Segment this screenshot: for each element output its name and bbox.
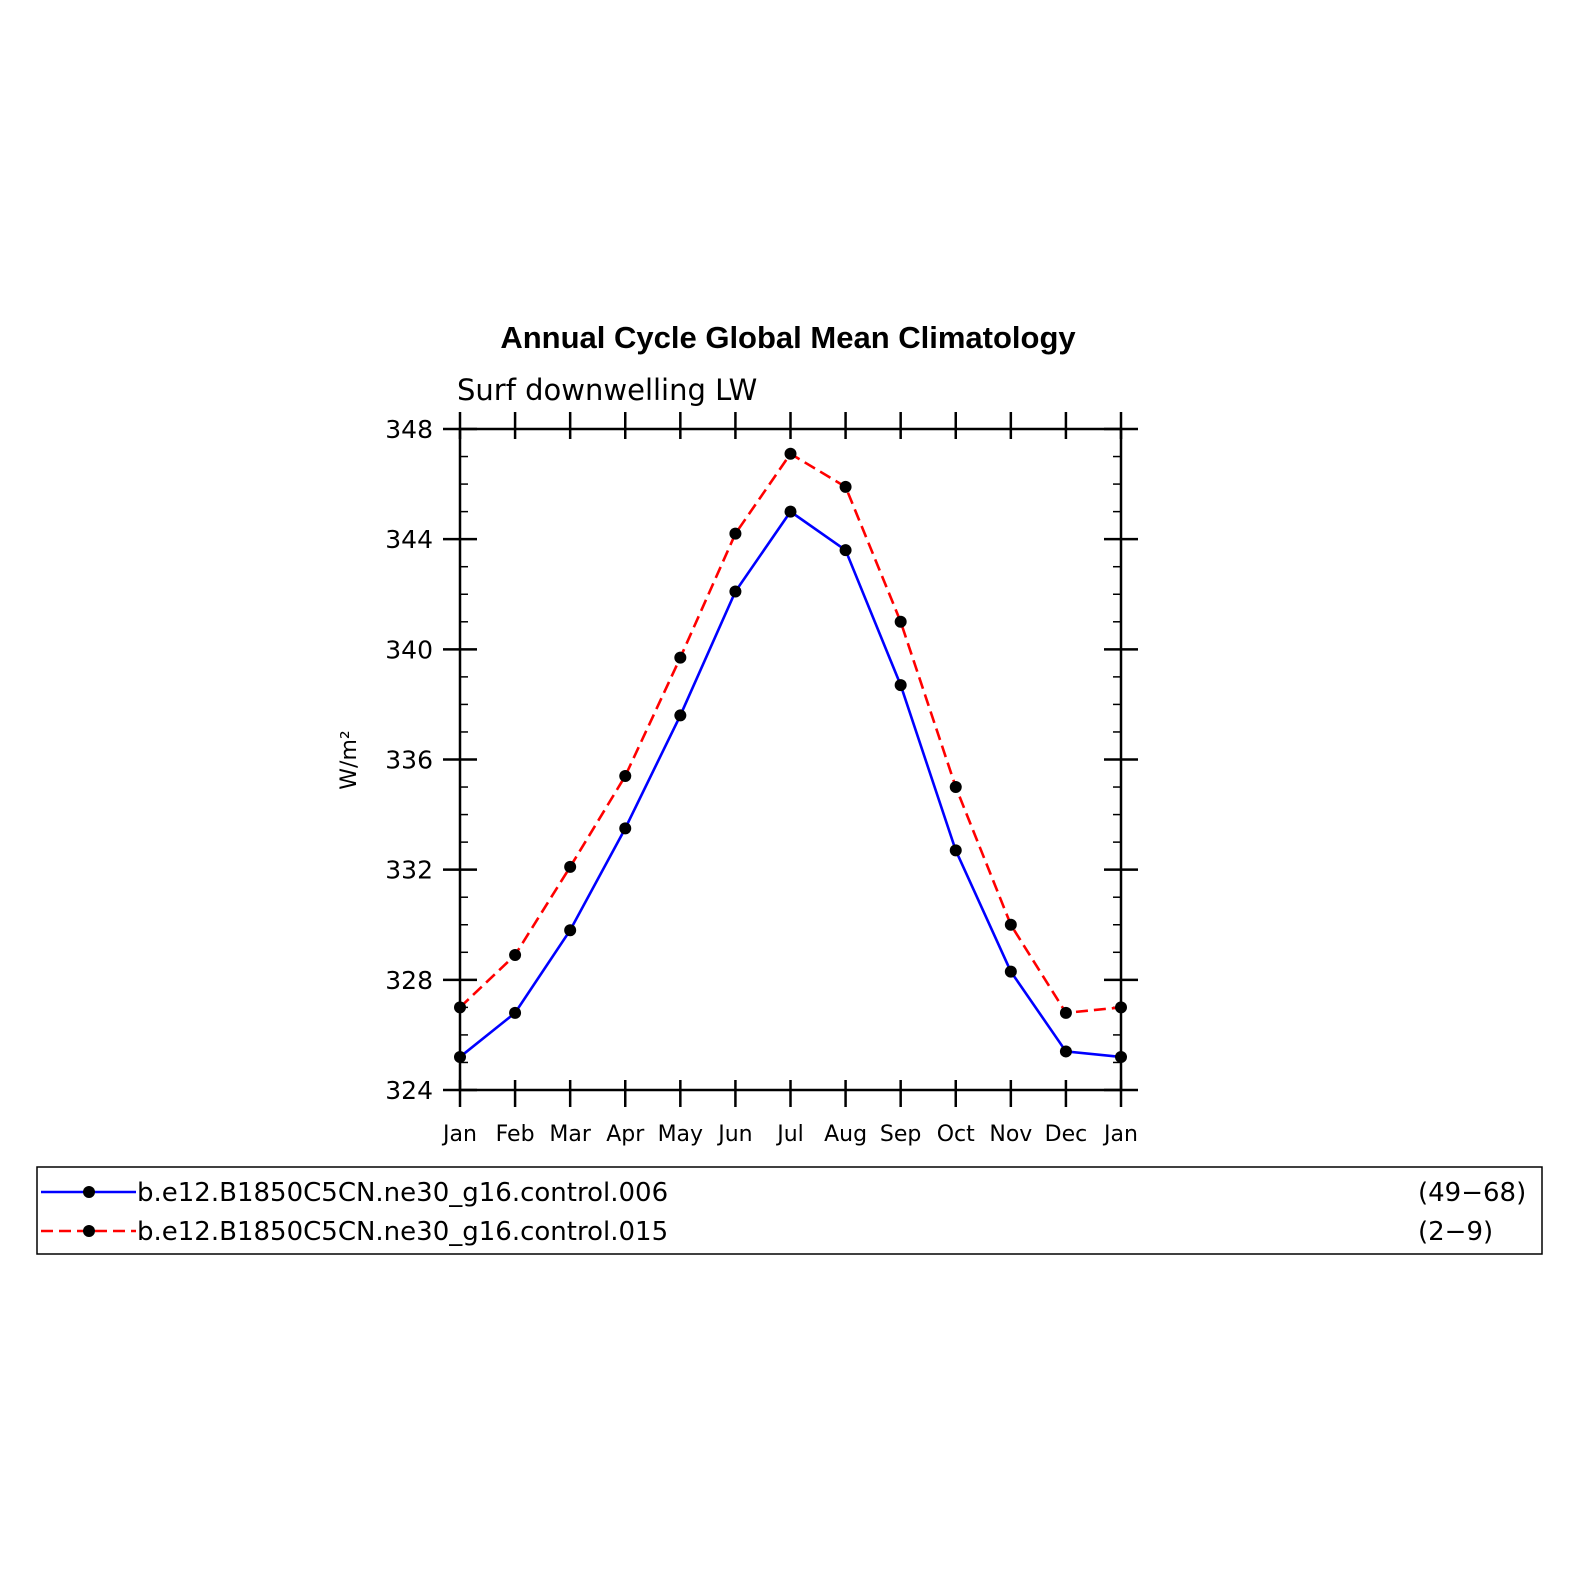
x-tick-label: Mar (549, 1122, 591, 1147)
x-tick-label: Feb (496, 1122, 535, 1147)
x-tick-label: Apr (606, 1122, 645, 1147)
chart-title: Annual Cycle Global Mean Climatology (500, 320, 1076, 355)
data-point-series-1 (564, 924, 577, 937)
data-point-series-1 (729, 585, 742, 598)
data-point-series-1 (784, 505, 797, 518)
x-tick-label: May (658, 1122, 703, 1147)
series-layer (454, 447, 1127, 1063)
data-point-series-2 (509, 949, 522, 962)
data-point-series-2 (674, 651, 687, 664)
x-tick-label: Jan (1102, 1122, 1138, 1147)
x-tick-label: Jan (441, 1122, 477, 1147)
data-point-series-2 (454, 1001, 466, 1014)
y-tick-label: 328 (385, 966, 433, 995)
data-point-series-2 (1059, 1006, 1072, 1019)
x-tick-label: Jun (716, 1122, 752, 1147)
data-point-series-1 (1059, 1045, 1072, 1058)
legend-label-2: b.e12.B1850C5CN.ne30_g16.control.015 (137, 1217, 668, 1247)
data-point-series-1 (509, 1006, 522, 1019)
data-point-series-2 (949, 781, 962, 794)
x-tick-label: Sep (880, 1122, 921, 1147)
x-tick-label: Nov (989, 1122, 1032, 1147)
series-line-2 (459, 452, 1122, 1015)
data-point-series-2 (564, 860, 577, 873)
data-point-series-2 (894, 615, 907, 628)
legend-box (36, 1166, 1543, 1255)
legend-years-1: (49−68) (1418, 1178, 1526, 1208)
data-point-series-1 (894, 679, 907, 692)
plot-frame (458, 427, 1123, 1092)
legend-years-2: (2−9) (1418, 1217, 1493, 1247)
x-tick-label: Oct (937, 1122, 975, 1147)
legend-marker-1 (83, 1186, 95, 1198)
x-tick-label: Jul (775, 1122, 804, 1147)
data-point-series-1 (1004, 965, 1017, 978)
data-point-series-1 (674, 709, 687, 722)
legend-label-1: b.e12.B1850C5CN.ne30_g16.control.006 (137, 1178, 668, 1208)
y-tick-label: 336 (385, 746, 433, 775)
x-tick-label: Dec (1045, 1122, 1088, 1147)
data-point-series-1 (839, 544, 852, 557)
data-point-series-2 (839, 480, 852, 493)
data-point-series-2 (619, 770, 632, 783)
y-tick-label: 332 (385, 856, 433, 885)
y-tick-label: 344 (385, 525, 433, 554)
y-tick-label: 340 (385, 635, 433, 664)
legend-marker-2 (83, 1225, 95, 1237)
y-axis-label: W/m² (337, 730, 362, 789)
data-point-series-1 (454, 1050, 466, 1063)
legend: b.e12.B1850C5CN.ne30_g16.control.006 (49−… (36, 1166, 1543, 1255)
data-point-series-2 (729, 527, 742, 540)
data-point-series-1 (619, 822, 632, 835)
chart-subtitle: Surf downwelling LW (457, 373, 757, 407)
data-point-series-2 (1115, 1001, 1127, 1014)
plot-axes: 324 328 332 336 340 344 348 Jan Feb Mar Apr May Jun J… (385, 412, 1138, 1147)
data-point-series-1 (1115, 1050, 1127, 1063)
data-point-series-2 (784, 447, 797, 460)
y-tick-label: 348 (385, 415, 433, 444)
y-tick-label: 324 (385, 1076, 433, 1105)
series-line-1 (459, 509, 1122, 1059)
x-tick-label: Aug (824, 1122, 867, 1147)
data-point-series-1 (949, 844, 962, 857)
data-point-series-2 (1004, 918, 1017, 931)
